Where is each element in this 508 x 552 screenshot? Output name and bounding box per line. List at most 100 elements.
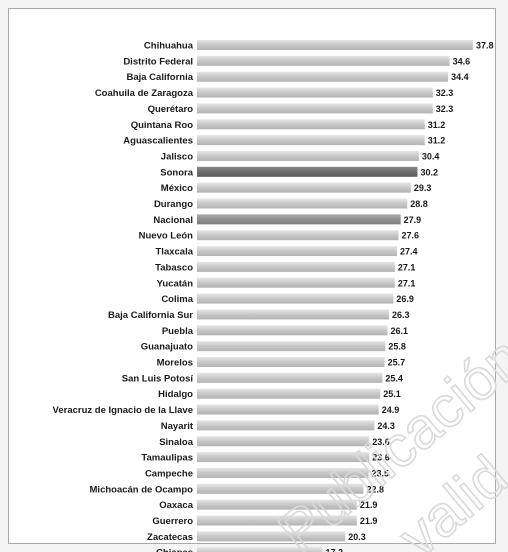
value-label-zacatecas: 20.3 [348, 532, 366, 542]
category-label-tlaxcala: Tlaxcala [156, 247, 194, 258]
category-label-guanajuato: Guanajuato [141, 342, 193, 353]
category-label-sinaloa: Sinaloa [159, 437, 194, 448]
bar-zacatecas [197, 531, 346, 542]
category-label-oaxaca: Oaxaca [159, 500, 194, 511]
category-label-yucatan: Yucatán [157, 278, 194, 289]
value-label-sinaloa: 23.6 [372, 437, 390, 447]
value-label-quintana-roo: 31.2 [428, 120, 446, 130]
category-label-jalisco: Jalisco [161, 151, 193, 162]
value-label-tabasco: 27.1 [398, 262, 416, 272]
value-label-chiapas: 17.2 [326, 548, 344, 552]
category-label-nayarit: Nayarit [161, 421, 194, 432]
bar-guanajuato [197, 341, 386, 352]
category-label-queretaro: Querétaro [148, 104, 194, 115]
category-label-michoacan-de-ocampo: Michoacán de Ocampo [90, 484, 194, 495]
bar-chiapas [197, 547, 323, 552]
value-label-jalisco: 30.4 [422, 151, 440, 161]
value-label-baja-california-sur: 26.3 [392, 310, 410, 320]
bar-quintana-roo [197, 119, 425, 130]
category-label-nuevo-leon: Nuevo León [139, 231, 194, 242]
category-label-morelos: Morelos [157, 358, 193, 369]
bar-sinaloa [197, 436, 370, 447]
bar-jalisco [197, 150, 419, 161]
bar-tamaulipas [197, 452, 370, 463]
category-label-sonora: Sonora [160, 167, 193, 178]
category-label-durango: Durango [154, 199, 193, 210]
bar-queretaro [197, 103, 433, 114]
category-label-campeche: Campeche [145, 468, 193, 479]
bar-yucatan [197, 277, 395, 288]
bar-coahuila-de-zaragoza [197, 87, 433, 98]
value-label-distrito-federal: 34.6 [453, 56, 471, 66]
value-label-mexico: 29.3 [414, 183, 432, 193]
value-label-guanajuato: 25.8 [388, 342, 406, 352]
bars-group [197, 40, 473, 552]
value-label-aguascalientes: 31.2 [428, 136, 446, 146]
bar-guerrero [197, 515, 357, 526]
category-label-mexico: México [161, 183, 193, 194]
value-label-san-luis-potosi: 25.4 [385, 373, 403, 383]
bar-hidalgo [197, 388, 381, 399]
value-label-durango: 28.8 [410, 199, 428, 209]
value-label-queretaro: 32.3 [436, 104, 454, 114]
bar-nuevo-leon [197, 230, 399, 241]
bar-mexico [197, 182, 411, 193]
value-label-yucatan: 27.1 [398, 278, 416, 288]
bar-nayarit [197, 420, 375, 431]
category-label-san-luis-potosi: San Luis Potosí [122, 373, 194, 384]
bar-veracruz-de-ignacio-de-la-llave [197, 404, 379, 415]
category-label-guerrero: Guerrero [152, 516, 193, 527]
bar-nacional [197, 214, 401, 225]
bar-colima [197, 293, 394, 304]
value-label-guerrero: 21.9 [360, 516, 378, 526]
bar-distrito-federal [197, 55, 450, 66]
value-label-campeche: 23.5 [372, 468, 390, 478]
value-label-hidalgo: 25.1 [383, 389, 401, 399]
category-label-baja-california: Baja California [126, 72, 193, 83]
value-label-oaxaca: 21.9 [360, 500, 378, 510]
value-label-baja-california: 34.4 [451, 72, 469, 82]
category-label-aguascalientes: Aguascalientes [123, 136, 193, 147]
bar-baja-california [197, 71, 449, 82]
bar-durango [197, 198, 408, 209]
value-label-tlaxcala: 27.4 [400, 247, 418, 257]
category-label-tabasco: Tabasco [155, 262, 193, 273]
category-label-baja-california-sur: Baja California Sur [108, 310, 193, 321]
bar-morelos [197, 357, 385, 367]
category-label-coahuila-de-zaragoza: Coahuila de Zaragoza [95, 88, 194, 99]
value-label-michoacan-de-ocampo: 22.8 [366, 484, 384, 494]
value-label-puebla: 26.1 [391, 326, 409, 336]
value-label-chihuahua: 37.8 [476, 41, 494, 51]
value-label-nayarit: 24.3 [377, 421, 395, 431]
value-label-coahuila-de-zaragoza: 32.3 [436, 88, 454, 98]
bar-puebla [197, 325, 388, 336]
bar-san-luis-potosi [197, 372, 383, 383]
value-label-nacional: 27.9 [404, 215, 422, 225]
bar-campeche [197, 467, 369, 478]
bar-michoacan-de-ocampo [197, 483, 364, 494]
value-label-veracruz-de-ignacio-de-la-llave: 24.9 [382, 405, 400, 415]
bar-tabasco [197, 261, 395, 272]
category-label-zacatecas: Zacatecas [147, 532, 193, 543]
category-label-colima: Colima [161, 294, 193, 305]
category-label-chihuahua: Chihuahua [144, 41, 194, 52]
bar-chihuahua [197, 40, 473, 50]
category-labels-group: Chihuahua Distrito Federal Baja California… [53, 41, 194, 552]
category-label-quintana-roo: Quintana Roo [131, 120, 193, 131]
category-label-veracruz-de-ignacio-de-la-llave: Veracruz de Ignacio de la Llave [53, 405, 193, 416]
bar-oaxaca [197, 499, 357, 510]
bar-baja-california-sur [197, 309, 389, 320]
category-label-chiapas: Chiapas [156, 548, 193, 552]
category-label-nacional: Nacional [153, 215, 193, 226]
value-label-nuevo-leon: 27.6 [401, 231, 419, 241]
value-label-colima: 26.9 [396, 294, 414, 304]
value-label-sonora: 30.2 [420, 167, 438, 177]
value-label-morelos: 25.7 [388, 358, 406, 368]
category-label-hidalgo: Hidalgo [158, 389, 193, 400]
category-label-distrito-federal: Distrito Federal [123, 56, 193, 67]
category-label-tamaulipas: Tamaulipas [141, 453, 193, 464]
value-label-tamaulipas: 23.6 [372, 453, 390, 463]
value-labels-group: 37.8 34.6 34.4 32.3 32.3 31.2 31.2 30.4 30.2 29.3… [326, 41, 494, 552]
bar-sonora [197, 166, 418, 177]
